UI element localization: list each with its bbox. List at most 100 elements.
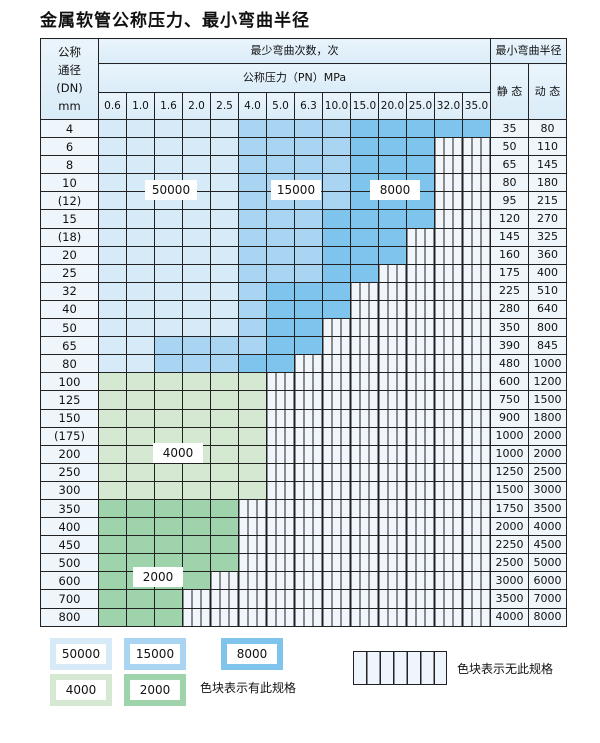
spec-cell — [210, 408, 239, 428]
empty-cell — [406, 281, 435, 301]
empty-cell — [378, 498, 407, 519]
static-radius-cell: 175 — [490, 263, 529, 283]
empty-cell — [434, 245, 463, 265]
spec-cell — [210, 263, 239, 283]
empty-cell — [322, 318, 351, 338]
table-row: 20 160 360 — [40, 245, 567, 265]
dn-header-line: 通径 — [58, 63, 81, 77]
empty-cell — [462, 318, 491, 338]
spec-cell — [126, 517, 155, 537]
spec-cell — [98, 390, 127, 410]
empty-cell — [406, 354, 435, 374]
label-15000: 15000 — [271, 180, 321, 200]
table-row: 450 2250 4500 — [40, 535, 567, 555]
spec-cell — [154, 263, 183, 283]
dn-cell: (175) — [40, 426, 99, 446]
spec-cell — [266, 118, 295, 139]
spec-cell — [434, 118, 463, 139]
empty-cell — [266, 517, 295, 537]
spec-cell — [154, 480, 183, 500]
spec-cell — [406, 137, 435, 157]
spec-cell — [98, 155, 127, 175]
empty-cell — [434, 191, 463, 211]
static-radius-cell: 390 — [490, 336, 529, 356]
static-radius-cell: 1000 — [490, 426, 529, 446]
spec-cell — [210, 173, 239, 193]
spec-cell — [182, 517, 211, 537]
spec-cell — [182, 535, 211, 555]
empty-cell — [434, 480, 463, 500]
spec-cell — [210, 462, 239, 482]
spec-cell — [322, 209, 351, 229]
empty-cell — [294, 354, 323, 374]
static-radius-cell: 65 — [490, 155, 529, 175]
dn-header-line: (DN) — [56, 81, 83, 95]
pressure-header: 公称压力（PN）MPa — [98, 63, 491, 93]
empty-cell — [350, 281, 379, 301]
legend-15000: 15000 — [124, 638, 186, 670]
table-row: 4 35 80 — [40, 118, 567, 139]
spec-cell — [154, 281, 183, 301]
dn-cell: 150 — [40, 408, 99, 428]
spec-cell — [294, 137, 323, 157]
spec-cell — [378, 227, 407, 247]
spec-cell — [350, 227, 379, 247]
spec-cell — [266, 336, 295, 356]
spec-cell — [238, 118, 267, 139]
empty-cell — [322, 535, 351, 555]
empty-cell — [434, 155, 463, 175]
dynamic-radius-cell: 5000 — [528, 553, 567, 573]
dn-cell: 50 — [40, 318, 99, 338]
spec-cell — [98, 426, 127, 446]
legend-50000: 50000 — [50, 638, 112, 670]
empty-cell — [406, 535, 435, 555]
empty-cell — [294, 444, 323, 464]
spec-cell — [294, 281, 323, 301]
spec-cell — [210, 480, 239, 500]
table-row: 40 280 640 — [40, 299, 567, 320]
empty-cell — [266, 480, 295, 500]
spec-cell — [378, 137, 407, 157]
spec-cell — [126, 209, 155, 229]
empty-cell — [462, 553, 491, 573]
dn-cell: 40 — [40, 299, 99, 320]
empty-cell — [350, 498, 379, 519]
empty-cell — [322, 480, 351, 500]
static-radius-cell: 480 — [490, 354, 529, 374]
empty-cell — [434, 462, 463, 482]
empty-cell — [266, 408, 295, 428]
empty-cell — [238, 535, 267, 555]
empty-cell — [294, 553, 323, 573]
empty-cell — [350, 517, 379, 537]
empty-cell — [350, 480, 379, 500]
spec-cell — [182, 408, 211, 428]
spec-cell — [294, 155, 323, 175]
spec-cell — [98, 553, 127, 573]
spec-cell — [98, 589, 127, 609]
spec-cell — [98, 336, 127, 356]
empty-cell — [434, 390, 463, 410]
static-radius-cell: 2000 — [490, 517, 529, 537]
table-row: 65 390 845 — [40, 336, 567, 356]
table-row: (175) 1000 2000 — [40, 426, 567, 446]
legend-2000: 2000 — [124, 674, 186, 706]
spec-cell — [126, 155, 155, 175]
spec-cell — [98, 318, 127, 338]
spec-cell — [126, 318, 155, 338]
dn-header-line: mm — [58, 99, 81, 113]
empty-cell — [266, 535, 295, 555]
table-row: 350 1750 3500 — [40, 498, 567, 519]
empty-cell — [266, 553, 295, 573]
empty-cell — [462, 517, 491, 537]
empty-cell — [350, 390, 379, 410]
empty-cell — [406, 517, 435, 537]
dynamic-radius-cell: 400 — [528, 263, 567, 283]
legend-has-spec: 色块表示有此规格 — [200, 681, 297, 695]
page-title: 金属软管公称压力、最小弯曲半径 — [40, 11, 310, 31]
spec-cell — [154, 390, 183, 410]
spec-cell — [322, 263, 351, 283]
empty-cell — [322, 354, 351, 374]
empty-cell — [462, 372, 491, 392]
empty-cell — [350, 571, 379, 591]
static-radius-cell: 95 — [490, 191, 529, 211]
